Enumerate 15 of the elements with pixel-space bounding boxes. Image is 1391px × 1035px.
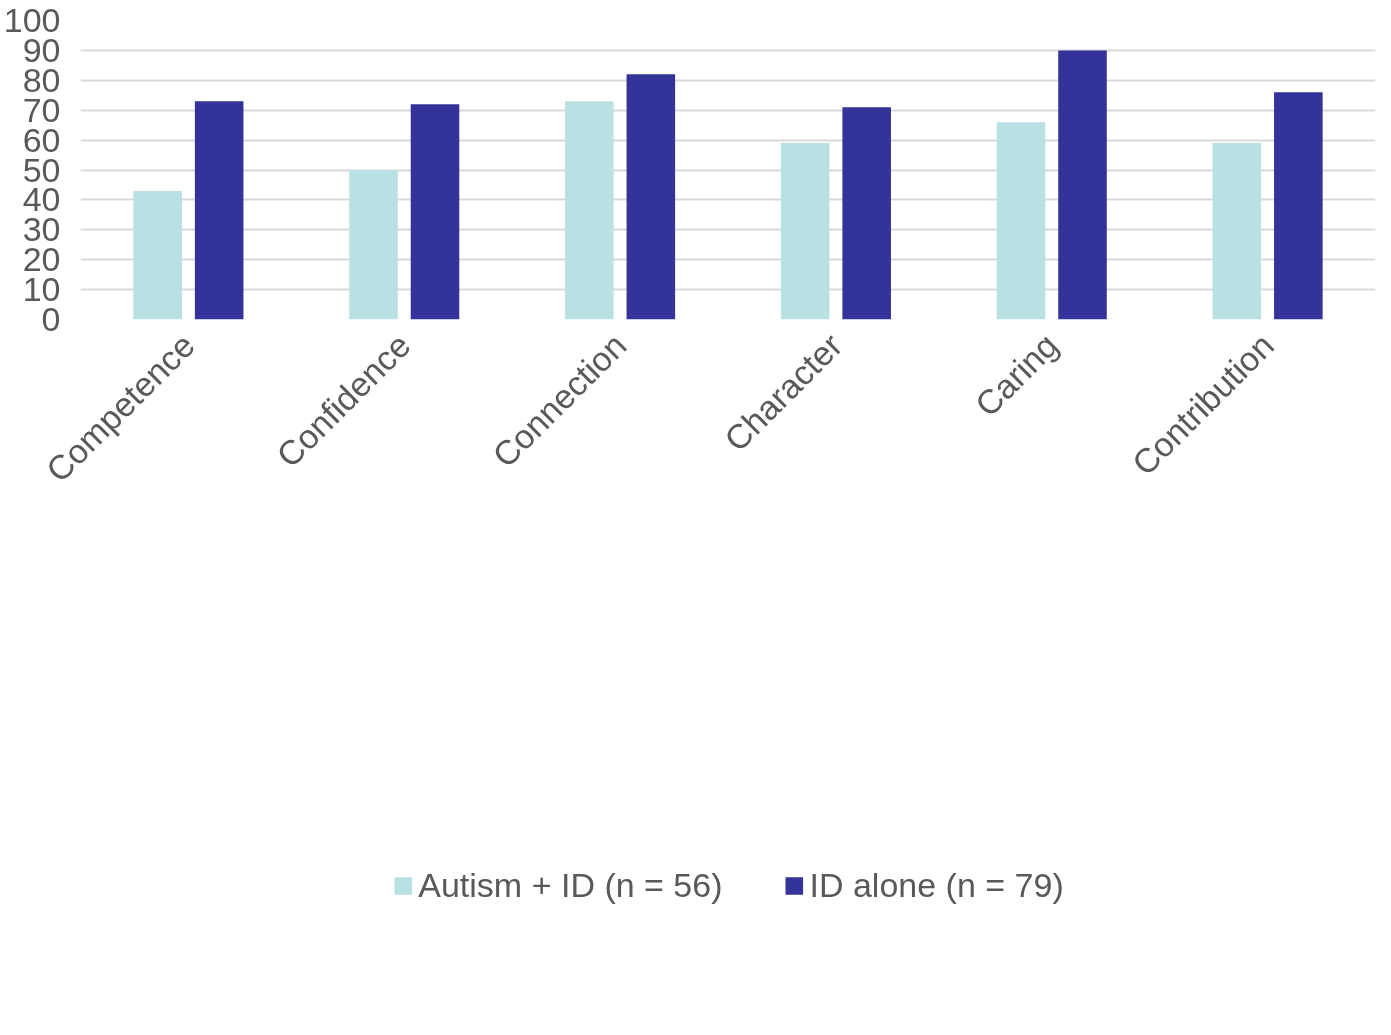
legend-label: Autism + ID (n = 56) <box>418 865 723 905</box>
legend-label: ID alone (n = 79) <box>809 865 1064 905</box>
bar <box>565 101 614 320</box>
bar <box>1274 92 1323 320</box>
bar <box>1212 143 1262 320</box>
bar <box>410 104 460 320</box>
bar <box>194 101 244 320</box>
bar <box>842 107 891 320</box>
bar <box>780 143 830 320</box>
bar <box>626 74 676 320</box>
y-tick-label: 100 <box>3 1 61 39</box>
bar <box>133 190 182 320</box>
bar <box>996 122 1046 320</box>
bar <box>1058 50 1107 320</box>
bar <box>349 170 398 320</box>
